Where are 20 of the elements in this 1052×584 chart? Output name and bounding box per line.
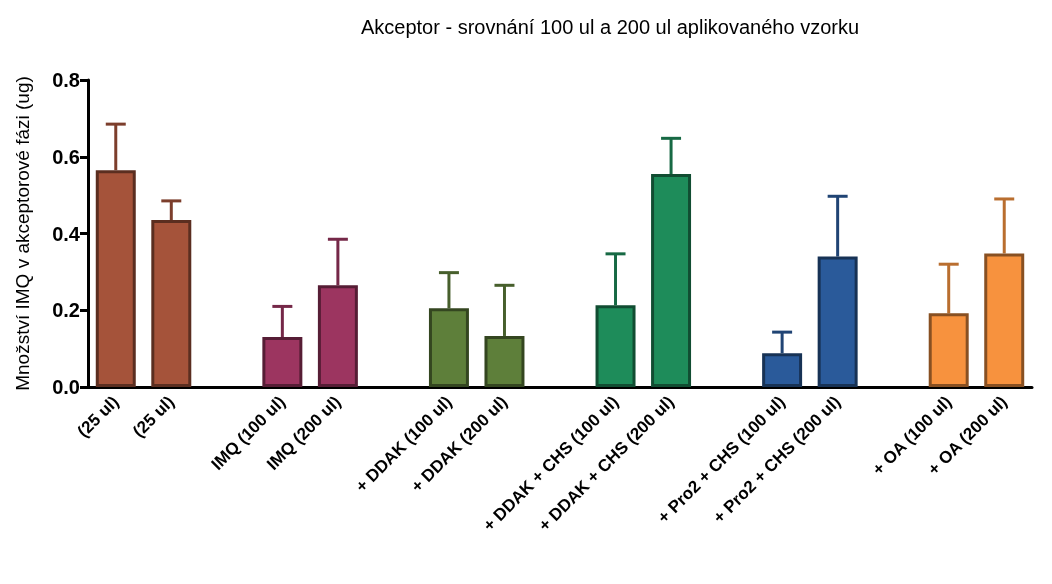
chart-title: Akceptor - srovnání 100 ul a 200 ul aplikovaného vzorku bbox=[360, 16, 860, 38]
bar bbox=[151, 220, 192, 387]
y-tick-label: 0.2 bbox=[52, 299, 80, 322]
bar bbox=[484, 335, 525, 387]
bar bbox=[984, 253, 1025, 387]
bar bbox=[762, 353, 803, 387]
bar bbox=[817, 256, 858, 387]
bar bbox=[428, 308, 469, 387]
y-axis-title: Množství IMQ v akceptorové fázi (ug) bbox=[12, 76, 33, 391]
y-tick-label: 0.4 bbox=[52, 222, 81, 245]
bar bbox=[928, 313, 969, 387]
x-tick-label: (25 ul) bbox=[129, 392, 179, 442]
bar bbox=[262, 337, 303, 387]
bar bbox=[95, 170, 136, 387]
bar bbox=[595, 305, 636, 387]
y-tick-label: 0.0 bbox=[52, 376, 80, 398]
y-tick-label: 0.6 bbox=[52, 145, 80, 168]
bar bbox=[651, 174, 692, 387]
y-tick-label: 0.8 bbox=[52, 69, 80, 91]
bar bbox=[317, 285, 358, 387]
